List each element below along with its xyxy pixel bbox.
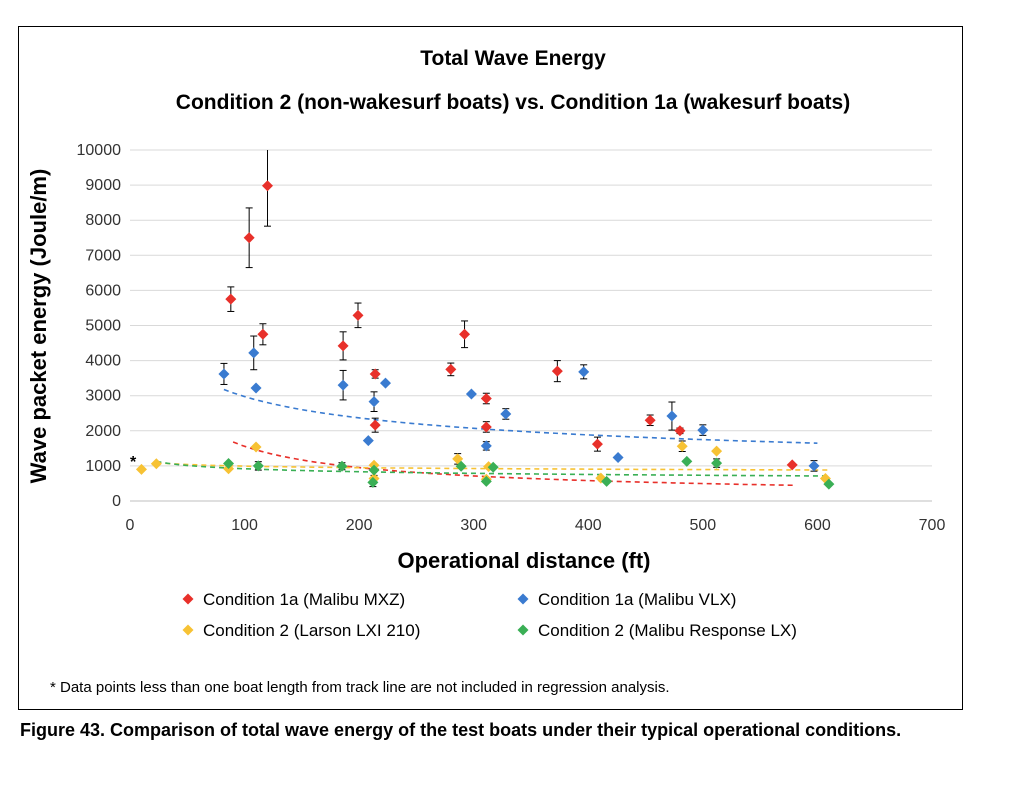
- data-point-s3-p11: [823, 478, 835, 490]
- chart-svg: Total Wave Energy Condition 2 (non-wakes…: [26, 47, 946, 696]
- legend-marker-1: [517, 593, 529, 605]
- data-point-s1-p9: [500, 408, 512, 420]
- y-tick-label-9: 9000: [85, 177, 121, 194]
- y-tick-label-10: 10000: [77, 142, 122, 159]
- x-axis-title: Operational distance (ft): [397, 548, 650, 573]
- data-point-s0-p6: [369, 368, 381, 380]
- data-point-s0-p15: [674, 425, 686, 437]
- y-tick-label-2: 2000: [85, 423, 121, 440]
- chart-subtitle: Condition 2 (non-wakesurf boats) vs. Con…: [176, 91, 850, 114]
- data-point-s1-p14: [808, 460, 820, 472]
- x-tick-label-7: 700: [919, 517, 946, 534]
- x-tick-label-0: 0: [126, 517, 135, 534]
- figure-caption: Figure 43. Comparison of total wave ener…: [20, 720, 902, 740]
- asterisk-marker: *: [130, 454, 137, 471]
- legend-item-1: Condition 1a (Malibu VLX): [517, 590, 736, 609]
- data-point-s1-p5: [368, 396, 380, 408]
- data-point-s3-p0: [223, 457, 235, 469]
- data-point-s3-p6: [480, 475, 492, 487]
- data-point-s3-p1: [252, 460, 264, 472]
- data-point-s1-p3: [337, 379, 349, 391]
- data-point-s3-p2: [336, 460, 348, 472]
- data-point-s2-p1: [150, 458, 162, 470]
- data-point-s0-p16: [786, 459, 798, 471]
- data-point-s0-p4: [337, 340, 349, 352]
- y-tick-label-7: 7000: [85, 247, 121, 264]
- legend-marker-2: [182, 624, 194, 636]
- error-bars: [220, 150, 818, 488]
- data-point-s0-p3: [261, 180, 273, 192]
- data-point-s0-p13: [591, 438, 603, 450]
- y-tick-label-5: 5000: [85, 318, 121, 335]
- data-point-s1-p10: [578, 366, 590, 378]
- data-point-s3-p9: [681, 455, 693, 467]
- data-point-s0-p10: [480, 393, 492, 405]
- data-point-s0-p0: [225, 293, 237, 305]
- legend-marker-0: [182, 593, 194, 605]
- data-point-s3-p5: [455, 460, 467, 472]
- legend-label-0: Condition 1a (Malibu MXZ): [203, 590, 405, 609]
- data-point-s1-p11: [612, 451, 624, 463]
- y-axis-title: Wave packet energy (Joule/m): [26, 169, 51, 484]
- data-point-s0-p7: [369, 419, 381, 431]
- data-point-s0-p11: [480, 421, 492, 433]
- data-point-s0-p2: [257, 328, 269, 340]
- data-point-s1-p4: [362, 435, 374, 447]
- x-tick-label-2: 200: [346, 517, 373, 534]
- legend-label-2: Condition 2 (Larson LXI 210): [203, 621, 420, 640]
- data-point-s1-p6: [379, 377, 391, 389]
- data-point-s3-p3: [367, 476, 379, 488]
- chart-frame: Total Wave Energy Condition 2 (non-wakes…: [18, 26, 963, 710]
- y-tick-labels: 0 1000 2000 3000 4000 5000 6000 7000 8000 9000 100…: [77, 142, 122, 510]
- data-point-s2-p3: [250, 441, 262, 453]
- data-point-s1-p2: [250, 382, 262, 394]
- y-tick-label-3: 3000: [85, 388, 121, 405]
- data-point-s3-p10: [711, 457, 723, 469]
- data-point-s3-p7: [487, 461, 499, 473]
- trendline-3: [156, 460, 829, 477]
- y-tick-label-0: 0: [112, 493, 121, 510]
- data-point-s1-p7: [465, 388, 477, 400]
- data-point-s0-p1: [243, 232, 255, 244]
- x-tick-label-5: 500: [690, 517, 717, 534]
- data-point-s0-p14: [644, 414, 656, 426]
- data-point-s1-p13: [697, 424, 709, 436]
- x-tick-label-6: 600: [804, 517, 831, 534]
- data-point-s0-p12: [551, 365, 563, 377]
- footnote: * Data points less than one boat length …: [50, 679, 670, 696]
- legend-label-3: Condition 2 (Malibu Response LX): [538, 621, 797, 640]
- data-point-s1-p12: [666, 410, 678, 422]
- x-tick-label-1: 100: [231, 517, 258, 534]
- y-tick-label-1: 1000: [85, 458, 121, 475]
- y-tick-label-8: 8000: [85, 212, 121, 229]
- data-point-s2-p0: [135, 463, 147, 475]
- legend: Condition 1a (Malibu MXZ) Condition 1a (M…: [182, 590, 797, 640]
- legend-item-3: Condition 2 (Malibu Response LX): [517, 621, 797, 640]
- legend-item-2: Condition 2 (Larson LXI 210): [182, 621, 420, 640]
- x-tick-label-3: 300: [460, 517, 487, 534]
- data-point-s3-p8: [601, 475, 613, 487]
- data-point-s1-p1: [248, 347, 260, 359]
- trendline-0: [232, 441, 795, 487]
- x-tick-label-4: 400: [575, 517, 602, 534]
- x-tick-labels: 0 100 200 300 400 500 600 700: [126, 517, 946, 534]
- data-point-s3-p4: [368, 464, 380, 476]
- data-point-s0-p8: [445, 363, 457, 375]
- legend-label-1: Condition 1a (Malibu VLX): [538, 590, 736, 609]
- chart-title: Total Wave Energy: [420, 47, 606, 70]
- y-tick-label-4: 4000: [85, 353, 121, 370]
- data-point-s2-p11: [711, 445, 723, 457]
- data-point-s1-p0: [218, 368, 230, 380]
- legend-marker-3: [517, 624, 529, 636]
- data-point-s2-p10: [676, 440, 688, 452]
- trendline-1: [223, 388, 818, 444]
- data-point-s1-p8: [480, 440, 492, 452]
- data-points: [135, 180, 835, 490]
- data-point-s0-p5: [352, 309, 364, 321]
- grid-layer: [130, 149, 932, 467]
- legend-item-0: Condition 1a (Malibu MXZ): [182, 590, 405, 609]
- y-tick-label-6: 6000: [85, 282, 121, 299]
- data-point-s0-p9: [459, 328, 471, 340]
